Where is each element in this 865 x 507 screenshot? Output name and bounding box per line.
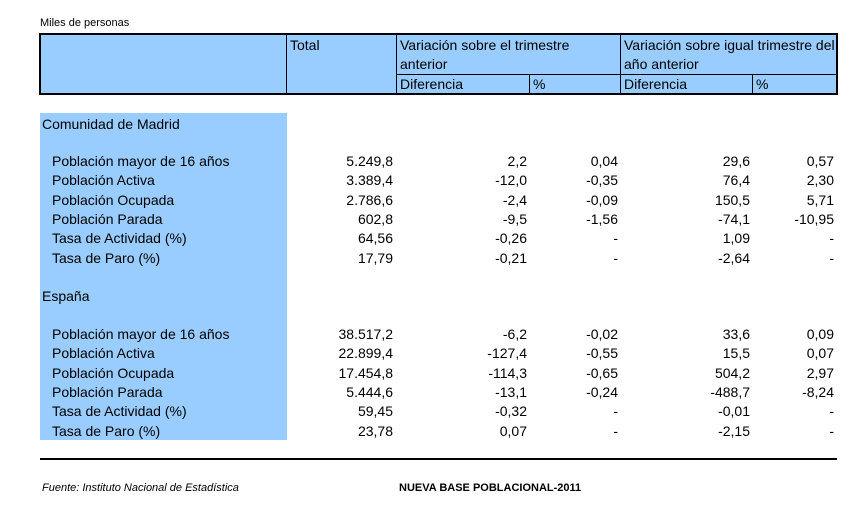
cell-total: 5.249,8	[346, 153, 393, 169]
cell-d1: -127,4	[487, 345, 527, 361]
header-total: Total	[290, 37, 320, 53]
row-label: Población mayor de 16 años	[52, 153, 230, 169]
cell-p1: -	[613, 403, 618, 419]
row-label: Tasa de Paro (%)	[52, 250, 161, 266]
cell-d2: 15,5	[722, 345, 750, 361]
cell-p1: -0,55	[586, 345, 618, 361]
cell-total: 23,78	[357, 423, 393, 439]
cell-total: 602,8	[357, 211, 393, 227]
cell-d2: 29,6	[722, 153, 750, 169]
cell-total: 17,79	[357, 250, 393, 266]
cell-d1: -114,3	[488, 365, 527, 381]
cell-p2: 0,07	[806, 345, 834, 361]
cell-p2: 0,09	[806, 326, 834, 342]
cell-d1: 2,2	[507, 153, 527, 169]
cell-total: 59,45	[357, 403, 393, 419]
cell-total: 38.517,2	[338, 326, 394, 342]
header-divider-total	[286, 34, 287, 94]
header-subrow-line-2	[620, 74, 836, 75]
row-label: Tasa de Actividad (%)	[52, 403, 187, 419]
row-label: Población Parada	[52, 211, 163, 227]
cell-p2: 5,71	[806, 192, 834, 208]
cell-d2: -0,01	[718, 403, 750, 419]
header-top-border	[40, 33, 838, 35]
cell-d2: -2,15	[718, 423, 750, 439]
cell-p1: -0,35	[586, 172, 618, 188]
label-column	[40, 113, 287, 440]
cell-total: 5.444,6	[346, 384, 393, 400]
cell-d2: -74,1	[718, 211, 750, 227]
cell-total: 17.454,8	[338, 365, 394, 381]
table-header	[40, 34, 837, 94]
row-label: Población Ocupada	[52, 365, 175, 381]
cell-p1: -0,09	[586, 192, 618, 208]
bottom-rule	[40, 458, 837, 460]
cell-p1: 0,04	[590, 153, 618, 169]
row-label: Población Activa	[52, 345, 155, 361]
cell-p2: -8,24	[802, 384, 834, 400]
header-right-border	[836, 33, 838, 95]
cell-p2: -	[829, 230, 834, 246]
row-label: Población mayor de 16 años	[52, 326, 230, 342]
cell-p1: -1,56	[586, 211, 618, 227]
header-divider-pct1	[529, 74, 530, 94]
header-diferencia-2: Diferencia	[624, 76, 688, 92]
cell-p2: 0,57	[806, 153, 834, 169]
cell-d2: 504,2	[714, 365, 750, 381]
cell-total: 2.786,6	[346, 192, 393, 208]
cell-d1: -2,4	[502, 192, 527, 208]
cell-p1: -0,02	[586, 326, 618, 342]
header-pct-1: %	[533, 76, 546, 92]
cell-p1: -	[613, 423, 618, 439]
cell-total: 22.899,4	[338, 345, 394, 361]
section-title-madrid: Comunidad de Madrid	[42, 116, 180, 132]
cell-d2: 150,5	[714, 192, 750, 208]
cell-d2: 1,09	[722, 230, 750, 246]
row-label: Población Activa	[52, 172, 155, 188]
cell-p1: -	[613, 250, 618, 266]
footer-note: NUEVA BASE POBLACIONAL-2011	[399, 482, 582, 494]
cell-p2: -	[829, 423, 834, 439]
cell-p1: -0,24	[586, 384, 618, 400]
cell-d1: -6,2	[502, 326, 527, 342]
cell-p2: -	[829, 403, 834, 419]
cell-d1: -0,26	[495, 230, 527, 246]
header-divider-vartrim	[396, 34, 397, 94]
header-left-border	[39, 33, 41, 95]
cell-d2: -2,64	[718, 250, 750, 266]
cell-d1: -9,5	[502, 211, 527, 227]
row-label: Población Ocupada	[52, 192, 175, 208]
cell-p2: 2,30	[806, 172, 834, 188]
cell-d1: -0,32	[495, 403, 527, 419]
header-bottom-border	[40, 93, 838, 95]
header-var-trim: Variación sobre el trimestre anterior	[400, 37, 570, 72]
cell-p1: -0,65	[586, 365, 618, 381]
cell-d1: -13,1	[495, 384, 527, 400]
section-title-espana: España	[42, 288, 90, 304]
cell-total: 3.389,4	[346, 172, 393, 188]
header-var-year: Variación sobre igual trimestre del año …	[624, 37, 835, 72]
cell-d1: 0,07	[499, 423, 527, 439]
header-divider-pct2	[752, 74, 753, 94]
footer-source: Fuente: Instituto Nacional de Estadístic…	[42, 482, 239, 494]
cell-p2: -	[829, 250, 834, 266]
units-caption: Miles de personas	[40, 17, 130, 29]
cell-p2: 2,97	[806, 365, 834, 381]
cell-p1: -	[613, 230, 618, 246]
row-label: Tasa de Paro (%)	[52, 423, 161, 439]
row-label: Población Parada	[52, 384, 163, 400]
cell-d2: 76,4	[722, 172, 750, 188]
cell-total: 64,56	[357, 230, 393, 246]
cell-d1: -12,0	[495, 172, 527, 188]
header-divider-varyear	[620, 34, 621, 94]
cell-d2: -488,7	[710, 384, 750, 400]
cell-p2: -10,95	[794, 211, 834, 227]
header-diferencia-1: Diferencia	[400, 76, 464, 92]
cell-d2: 33,6	[722, 326, 750, 342]
row-label: Tasa de Actividad (%)	[52, 230, 187, 246]
header-pct-2: %	[756, 76, 769, 92]
header-subrow-line-1	[396, 74, 620, 75]
cell-d1: -0,21	[495, 250, 527, 266]
